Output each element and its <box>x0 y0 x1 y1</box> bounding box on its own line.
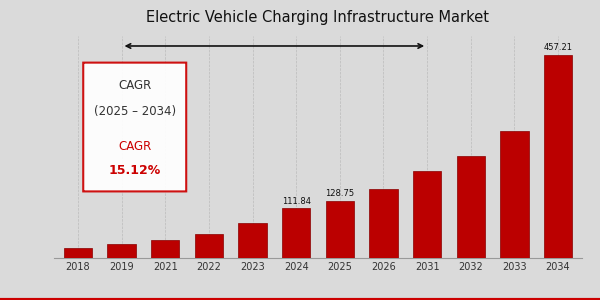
Text: 15.12%: 15.12% <box>109 164 161 177</box>
Bar <box>369 189 398 258</box>
Bar <box>195 234 223 258</box>
Bar <box>413 171 441 258</box>
Bar <box>107 244 136 258</box>
FancyBboxPatch shape <box>83 63 186 191</box>
Text: 111.84: 111.84 <box>281 197 311 206</box>
Text: 128.75: 128.75 <box>325 189 355 198</box>
Bar <box>326 201 354 258</box>
Bar <box>544 55 572 258</box>
Bar <box>64 248 92 258</box>
Bar <box>500 131 529 258</box>
Text: (2025 – 2034): (2025 – 2034) <box>94 105 176 118</box>
Text: CAGR: CAGR <box>118 140 151 153</box>
Bar <box>457 156 485 258</box>
Text: 457.21: 457.21 <box>544 43 572 52</box>
Title: Electric Vehicle Charging Infrastructure Market: Electric Vehicle Charging Infrastructure… <box>146 10 490 25</box>
Bar <box>151 240 179 258</box>
Text: CAGR: CAGR <box>118 79 151 92</box>
Bar <box>238 224 267 258</box>
Bar <box>282 208 310 258</box>
